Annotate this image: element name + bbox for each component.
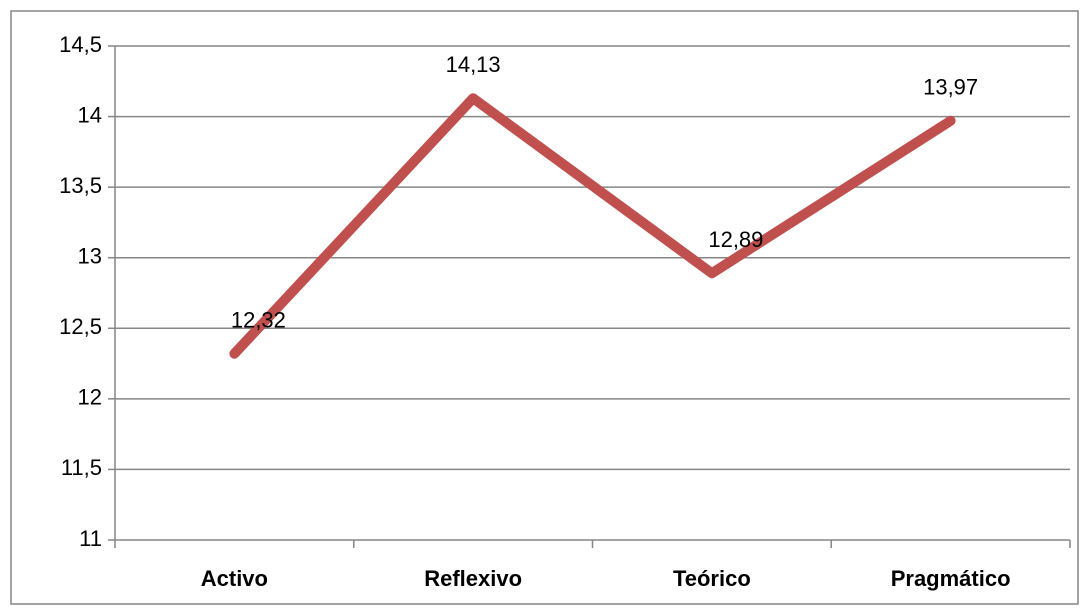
x-tick-label: Reflexivo: [424, 566, 522, 591]
data-label: 12,32: [231, 308, 286, 333]
data-label: 14,13: [446, 52, 501, 77]
y-tick-label: 12: [78, 385, 102, 410]
y-tick-label: 12,5: [59, 314, 102, 339]
data-label: 13,97: [923, 75, 978, 100]
y-tick-label: 11,5: [61, 455, 102, 480]
x-tick-label: Pragmático: [891, 566, 1011, 591]
x-tick-label: Activo: [201, 566, 268, 591]
chart-border: [10, 10, 1079, 605]
line-series: [229, 93, 956, 359]
y-tick-label: 13: [78, 244, 102, 269]
x-tick-label: Teórico: [673, 566, 751, 591]
y-tick-label: 13,5: [59, 173, 102, 198]
y-tick-label: 14,5: [59, 32, 102, 57]
y-tick-label: 14: [78, 102, 102, 127]
y-tick-label: 11: [79, 526, 102, 551]
data-label: 12,89: [708, 227, 763, 252]
